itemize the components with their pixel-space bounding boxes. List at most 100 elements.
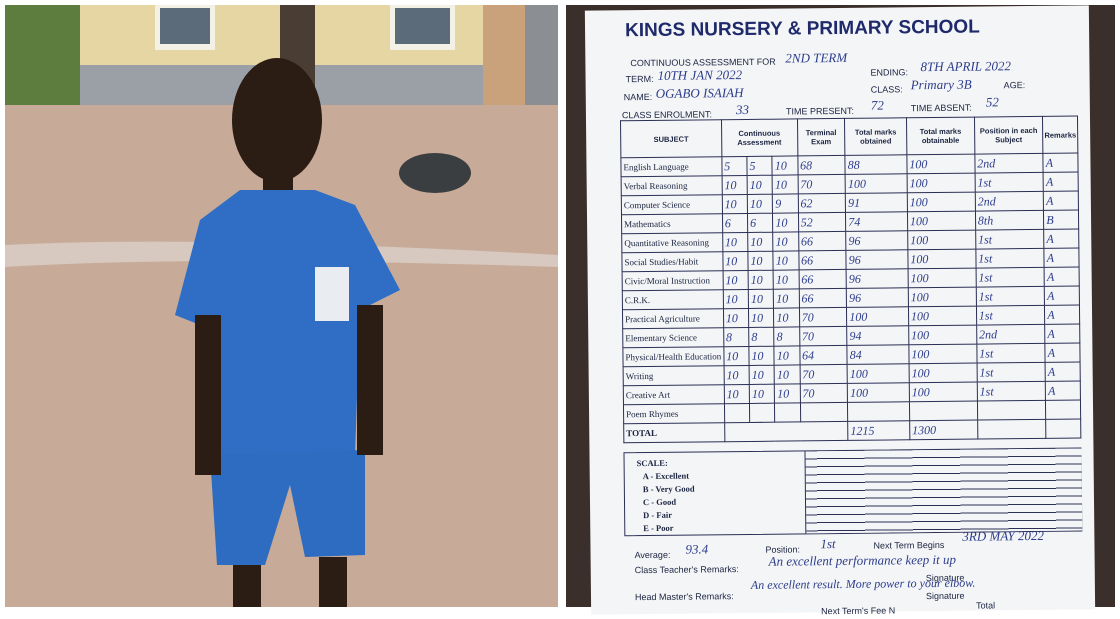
cell: 10 <box>722 232 748 252</box>
value: Primary 3B <box>910 76 972 93</box>
cell <box>724 421 849 442</box>
cell: 64 <box>799 345 848 365</box>
label: Next Term's Fee N <box>821 605 896 617</box>
value: 3RD MAY 2022 <box>962 527 1045 544</box>
cell: 100 <box>907 268 977 288</box>
scale-item: A - Excellent <box>642 470 690 482</box>
cell: 100 <box>908 344 977 364</box>
cell: A <box>1044 323 1080 344</box>
cell: 100 <box>907 192 976 212</box>
cell: 68 <box>797 155 846 175</box>
cell: 10 <box>747 232 774 252</box>
cell <box>909 401 978 421</box>
cell: 2nd <box>976 324 1046 345</box>
label: ENDING: <box>870 67 909 78</box>
scale-box: SCALE: A - Excellent B - Very Good C - Good… <box>623 447 1083 537</box>
subject: Mathematics <box>621 213 723 234</box>
column-header: SUBJECT <box>620 119 722 158</box>
cell: 96 <box>846 249 908 270</box>
cell: 100 <box>909 382 978 402</box>
scale-title: SCALE: <box>636 457 668 469</box>
cell: 100 <box>847 363 910 384</box>
cell: 100 <box>908 325 977 345</box>
cell: 10 <box>749 365 775 385</box>
total-row: TOTAL 1215 1300 <box>623 418 1081 443</box>
cell: 70 <box>799 307 847 327</box>
cell: 10 <box>748 270 774 290</box>
subject: Poem Rhymes <box>623 403 725 424</box>
total-label: TOTAL <box>623 422 725 443</box>
scale-item: E - Poor <box>643 522 674 534</box>
cell: 96 <box>846 287 909 308</box>
column-header: Total marks obtained <box>844 117 907 156</box>
subject: English Language <box>620 156 722 177</box>
cell: A <box>1044 266 1080 287</box>
cell: 96 <box>845 230 908 251</box>
label: Class Teacher's Remarks: <box>634 564 739 576</box>
cell: 10 <box>723 346 750 366</box>
school-name: KINGS NURSERY & PRIMARY SCHOOL <box>624 16 980 42</box>
subject: Social Studies/Habit <box>621 251 723 272</box>
cell: 10 <box>723 289 749 309</box>
cell: 10 <box>772 155 798 176</box>
value: OGABO ISAIAH <box>655 84 744 101</box>
cell: 74 <box>845 211 908 232</box>
cell: A <box>1043 153 1079 173</box>
cell: 10 <box>721 175 748 195</box>
cell: 100 <box>908 287 977 307</box>
cell: 1st <box>975 229 1045 250</box>
cell: 1st <box>977 381 1046 402</box>
total-obtainable: 1300 <box>909 420 978 440</box>
cell <box>847 401 910 422</box>
subject: Writing <box>623 365 725 386</box>
cell: 10 <box>774 383 801 404</box>
cell: 8 <box>774 326 800 347</box>
subject: Civic/Moral Instruction <box>622 270 724 291</box>
marks-table: SUBJECT Continuous Assessment Terminal Exa… <box>620 115 1081 443</box>
cell: 100 <box>908 363 978 383</box>
cell: A <box>1043 190 1079 211</box>
cell: 62 <box>797 193 846 213</box>
cell: 10 <box>724 384 750 404</box>
cell: 1st <box>975 267 1045 288</box>
cell: 52 <box>798 212 846 232</box>
cell: 100 <box>906 173 976 193</box>
cell: 66 <box>798 269 847 289</box>
cell: 66 <box>798 231 847 251</box>
subject: Computer Science <box>621 194 723 215</box>
cell: 8 <box>723 327 749 347</box>
cell: 10 <box>723 365 750 385</box>
column-header: Continuous Assessment <box>721 118 798 157</box>
cell: 10 <box>723 308 749 328</box>
cell: 100 <box>907 211 976 231</box>
cell: A <box>1044 304 1080 325</box>
cell: 66 <box>798 250 847 270</box>
cell: A <box>1043 228 1079 249</box>
label: Head Master's Remarks: <box>634 591 734 603</box>
cell <box>724 403 750 423</box>
cell <box>1045 418 1081 439</box>
subject: Creative Art <box>623 384 725 405</box>
cell: 8 <box>748 327 775 347</box>
cell: 10 <box>722 270 749 290</box>
cell: 100 <box>907 230 976 250</box>
cell: 91 <box>845 192 908 213</box>
cell: 88 <box>845 154 907 175</box>
cell <box>800 402 848 422</box>
cell: 96 <box>846 268 909 289</box>
photo-boy <box>5 5 558 607</box>
cell: 100 <box>846 306 909 327</box>
label: TIME ABSENT: <box>910 102 972 114</box>
cell: 10 <box>747 175 773 195</box>
cell: 1st <box>976 286 1045 307</box>
column-header: Total marks obtainable <box>906 117 975 155</box>
subject: Elementary Science <box>622 327 724 348</box>
cell: A <box>1044 285 1080 306</box>
cell: 5 <box>721 156 748 176</box>
cell: A <box>1045 380 1081 401</box>
cell: 2nd <box>974 153 1044 174</box>
total-obtained: 1215 <box>847 420 910 441</box>
label: NAME: <box>623 91 653 103</box>
cell: 10 <box>773 269 799 290</box>
cell: 100 <box>908 306 977 326</box>
